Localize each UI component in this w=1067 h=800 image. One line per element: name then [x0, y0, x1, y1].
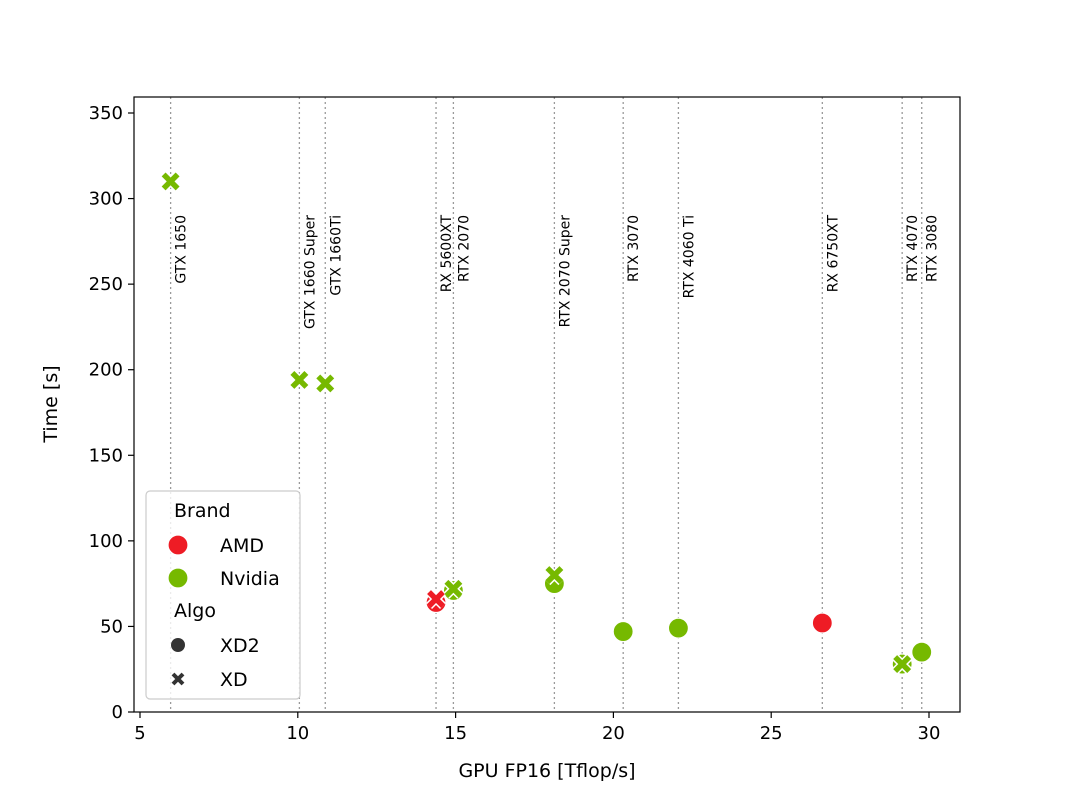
legend-brand-title: Brand — [174, 500, 231, 522]
data-point-xd — [892, 654, 913, 675]
x-tick-label: 5 — [134, 723, 145, 744]
legend-label-nvidia: Nvidia — [220, 568, 280, 590]
data-points — [160, 171, 933, 675]
y-tick-label: 150 — [89, 445, 123, 466]
data-point-xd — [160, 171, 181, 192]
gpu-label: RX 6750XT — [825, 215, 841, 293]
y-tick-label: 200 — [89, 360, 123, 381]
legend-box — [145, 490, 301, 700]
x-tick-label: 20 — [602, 723, 625, 744]
y-tick-label: 300 — [89, 189, 123, 210]
x-tick-label: 15 — [444, 723, 467, 744]
x-tick-label: 25 — [760, 723, 783, 744]
data-point-xd — [426, 589, 447, 610]
gpu-label: RTX 2070 Super — [557, 215, 573, 328]
gpu-label: GTX 1650 — [174, 215, 190, 284]
legend-label-xd: XD — [220, 669, 248, 691]
gpu-label: RTX 4060 Ti — [681, 215, 697, 298]
data-point-xd — [289, 369, 310, 390]
gpu-label: RX 5600XT — [439, 215, 455, 293]
data-point-xd — [315, 373, 336, 394]
y-axis: 0 50 100 150 200 250 300 350 — [89, 103, 134, 723]
x-tick-label: 10 — [286, 723, 309, 744]
gpu-reference-lines: GTX 1650 GTX 1660 Super GTX 1660Ti RX 5600X… — [169, 97, 941, 712]
legend-algo-title: Algo — [174, 600, 216, 622]
legend-marker-xd2 — [171, 638, 185, 652]
gpu-label: RTX 3070 — [626, 215, 642, 282]
legend-marker-amd — [167, 534, 189, 556]
plot-area-frame — [133, 96, 961, 713]
x-axis-title: GPU FP16 [Tflop/s] — [458, 760, 635, 782]
data-point-xd — [443, 578, 464, 599]
y-axis-title: Time [s] — [40, 365, 62, 443]
y-tick-label: 100 — [89, 531, 123, 552]
gpu-label: GTX 1660 Super — [302, 215, 318, 329]
x-axis: 5 10 15 20 25 30 — [134, 712, 940, 744]
y-tick-label: 50 — [100, 616, 123, 637]
legend-label-xd2: XD2 — [220, 635, 260, 657]
gpu-label: RTX 2070 — [456, 215, 472, 282]
y-tick-label: 0 — [112, 702, 123, 723]
data-point-xd2 — [612, 620, 634, 643]
data-point-xd2 — [811, 612, 833, 634]
data-point-xd2 — [911, 641, 933, 663]
legend-label-amd: AMD — [220, 535, 264, 557]
data-point-xd — [544, 565, 565, 586]
gpu-label: RTX 3080 — [925, 215, 941, 282]
y-tick-label: 350 — [89, 103, 123, 124]
data-point-xd2 — [667, 617, 690, 639]
gpu-label: GTX 1660Ti — [328, 215, 344, 296]
y-tick-label: 250 — [89, 274, 123, 295]
legend-marker-nvidia — [167, 567, 189, 589]
gpu-label: RTX 4070 — [905, 215, 921, 282]
x-tick-label: 30 — [918, 723, 941, 744]
legend-marker-xd — [171, 672, 185, 686]
